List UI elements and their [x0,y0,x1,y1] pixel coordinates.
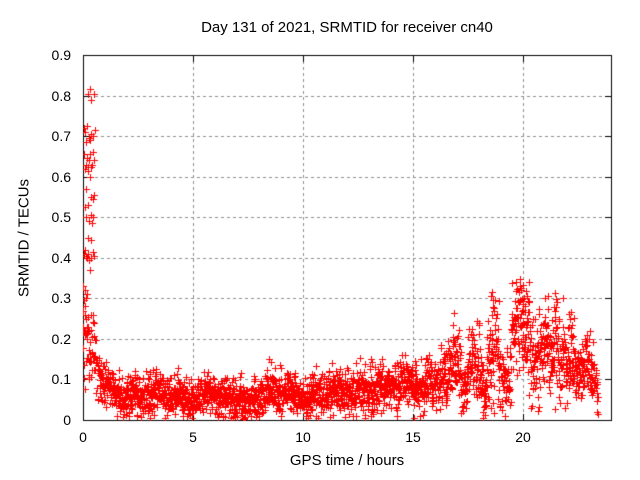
x-axis-label: GPS time / hours [289,452,405,469]
y-tick-label: 0.4 [51,250,71,266]
y-axis-label: SRMTID / TECUs [15,178,33,298]
y-tick-label: 0.3 [51,290,71,306]
x-tick-label: 5 [189,429,197,445]
y-tick-label: 0.1 [51,371,71,387]
x-tick-label: 20 [515,429,531,445]
y-tick-label: 0.2 [51,331,71,347]
x-tick-label: 10 [295,429,311,445]
y-tick-label: 0.7 [51,128,71,144]
y-tick-label: 0.8 [51,88,71,104]
y-tick-label: 0 [63,412,71,428]
x-tick-label: 15 [405,429,421,445]
y-tick-label: 0.5 [51,209,71,225]
x-tick-label: 0 [79,429,87,445]
chart-title: Day 131 of 2021, SRMTID for receiver cn4… [201,19,493,36]
y-tick-label: 0.9 [51,47,71,63]
y-tick-label: 0.6 [51,169,71,185]
